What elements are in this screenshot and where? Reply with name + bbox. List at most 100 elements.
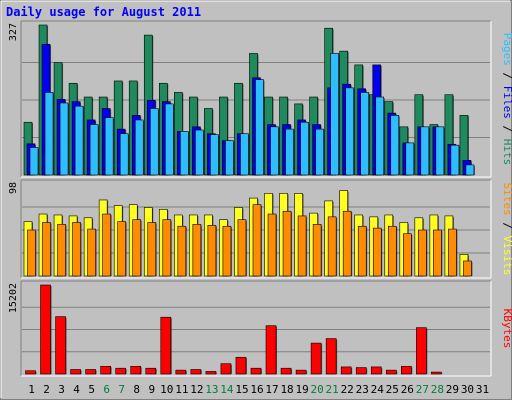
panel-hits-files-pages: 327 Pages / Files / Hits — [8, 20, 512, 178]
sites-bar — [267, 213, 277, 277]
x-tick-label: 16 — [250, 383, 263, 396]
x-tick-label: 19 — [295, 383, 308, 396]
kbytes-bar — [220, 363, 232, 375]
kbytes-bar — [250, 367, 262, 375]
legend-segment: / — [501, 119, 512, 139]
pages-bar — [104, 117, 114, 176]
x-tick-label: 9 — [148, 383, 155, 396]
kbytes-bar — [416, 327, 427, 375]
x-tick-label: 28 — [431, 383, 444, 396]
panel-kbytes: 15202 KBytes — [8, 280, 512, 377]
series-legend-label: KBytes — [501, 309, 512, 349]
sites-bar — [418, 229, 427, 277]
sites-bar — [252, 204, 262, 277]
sites-bar — [357, 225, 367, 277]
pages-bar — [149, 108, 159, 176]
sites-bar — [117, 221, 126, 277]
x-tick-label: 27 — [416, 383, 429, 396]
sites-bar — [222, 225, 232, 277]
sites-bar — [342, 210, 352, 277]
x-tick-label: 22 — [341, 383, 354, 396]
sites-bar — [177, 225, 187, 277]
kbytes-bar — [310, 342, 322, 375]
legend-segment: Visits — [501, 236, 512, 276]
kbytes-bar — [130, 365, 142, 375]
x-tick-label: 20 — [311, 383, 324, 396]
sites-bar — [312, 224, 322, 277]
x-tick-label: 18 — [280, 383, 293, 396]
pages-bar — [420, 126, 430, 176]
sites-bar — [57, 224, 66, 277]
pages-bar — [390, 115, 400, 176]
pages-bar — [59, 102, 69, 176]
legend-segment: Sites — [501, 183, 512, 216]
kbytes-bar — [160, 316, 172, 375]
pages-bar — [29, 147, 39, 176]
x-tick-label: 11 — [175, 383, 188, 396]
x-tick-label: 29 — [446, 383, 459, 396]
pages-bar — [315, 128, 324, 176]
kbytes-bar — [70, 369, 81, 375]
pages-bar — [360, 92, 370, 176]
panel-background — [21, 281, 491, 376]
x-axis-day-labels: 1 2 3 4 5 6 7 8 9 10 11 12 13 14 15 16 17 18 19 20 21 22 23 24 2… — [28, 383, 489, 396]
x-tick-label: 21 — [326, 383, 339, 396]
pages-bar — [134, 119, 144, 176]
kbytes-bar — [265, 325, 277, 375]
x-tick-label: 12 — [190, 383, 203, 396]
sites-bar — [327, 216, 337, 277]
x-tick-label: 15 — [235, 383, 248, 396]
x-tick-label: 4 — [73, 383, 80, 396]
pages-bar — [345, 87, 354, 176]
kbytes-bar — [205, 371, 217, 375]
sites-bar — [42, 222, 51, 277]
chart-title: Daily usage for August 2011 — [6, 5, 201, 19]
pages-bar — [375, 96, 385, 176]
kbytes-bar — [370, 366, 382, 375]
sites-bar — [132, 219, 142, 277]
x-tick-label: 14 — [220, 383, 234, 396]
x-tick-label: 5 — [88, 383, 95, 396]
sites-bar — [207, 225, 217, 277]
x-tick-label: 31 — [476, 383, 489, 396]
sites-bar — [237, 219, 247, 277]
x-tick-label: 26 — [401, 383, 414, 396]
sites-bar — [282, 210, 292, 277]
x-tick-label: 2 — [43, 383, 50, 396]
x-tick-label: 7 — [118, 383, 125, 396]
sites-bar — [297, 215, 307, 277]
pages-bar — [164, 103, 174, 176]
kbytes-bar — [431, 371, 442, 375]
sites-bar — [463, 260, 472, 277]
series-legend-label: Pages / Files / Hits — [501, 33, 512, 166]
pages-bar — [240, 133, 249, 176]
kbytes-bar — [355, 367, 367, 375]
legend-segment: Hits — [501, 139, 512, 166]
y-max-label: 327 — [8, 23, 19, 41]
pages-bar — [465, 164, 475, 176]
pages-bar — [74, 105, 84, 176]
x-tick-label: 30 — [461, 383, 474, 396]
x-tick-label: 23 — [356, 383, 369, 396]
kbytes-bar — [190, 369, 202, 375]
kbytes-bar — [280, 367, 292, 375]
pages-bar — [119, 133, 129, 176]
kbytes-bar — [25, 370, 36, 375]
sites-bar — [448, 228, 457, 277]
pages-bar — [270, 126, 279, 176]
pages-bar — [195, 129, 204, 176]
sites-bar — [102, 213, 111, 277]
sites-bar — [372, 227, 382, 277]
kbytes-bar — [85, 369, 96, 375]
x-tick-label: 6 — [103, 383, 110, 396]
pages-bar — [330, 53, 339, 176]
kbytes-bar — [340, 366, 352, 375]
x-tick-label: 1 — [28, 383, 35, 396]
series-legend-label: Sites / Visits — [501, 183, 512, 276]
pages-bar — [450, 144, 460, 176]
kbytes-bar — [175, 369, 187, 375]
legend-segment: / — [501, 216, 512, 236]
kbytes-bar — [55, 316, 66, 375]
chart-panels: 327 Pages / Files / Hits 98 Sites / Visits 1… — [8, 20, 512, 377]
